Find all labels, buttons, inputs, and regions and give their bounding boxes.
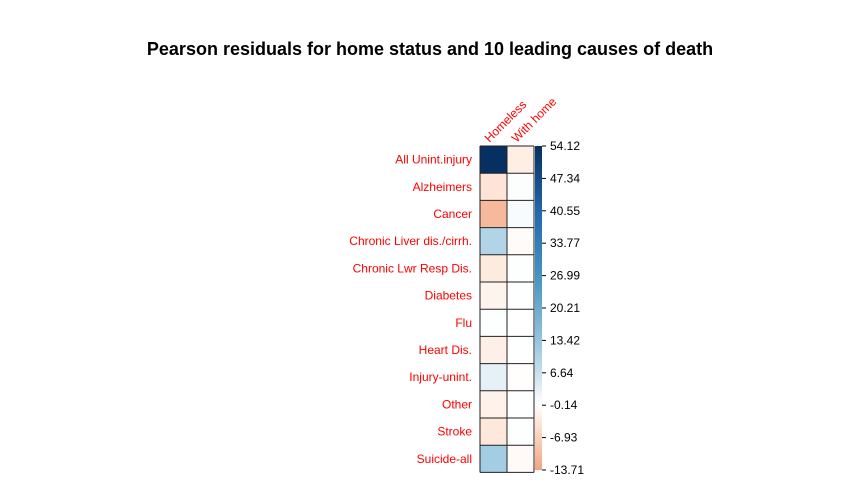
colorbar-tick-label: 47.34 [550,171,580,185]
heatmap-cell [507,227,534,255]
heatmap-cell [507,336,534,364]
colorbar-tick-label: 20.21 [550,301,580,315]
row-label: Chronic Lwr Resp Dis. [353,261,472,275]
heatmap-cell [480,363,507,391]
heatmap-cell [480,254,507,282]
heatmap-cell [507,418,534,446]
colorbar-tick-label: 54.12 [550,139,580,153]
row-label: Injury-unint. [409,370,472,384]
row-label: Flu [455,316,472,330]
heatmap-cell [480,146,507,174]
row-label: Suicide-all [417,452,472,466]
row-label: Heart Dis. [419,343,472,357]
heatmap-cell [507,363,534,391]
heatmap-cell [507,173,534,201]
colorbar-gradient [535,146,542,470]
chart-title: Pearson residuals for home status and 10… [147,39,713,59]
colorbar-ticks: 54.12 47.34 40.55 33.77 26.99 20.21 13.42 6.64 -… [542,139,584,477]
row-label: Diabetes [425,289,472,303]
heatmap-cell [480,418,507,446]
row-label: Chronic Liver dis./cirrh. [349,234,472,248]
heatmap-cell [480,173,507,201]
heatmap-cell [507,309,534,337]
heatmap-grid [479,145,535,473]
row-label: Alzheimers [413,180,472,194]
heatmap-cell [480,336,507,364]
heatmap-cell [507,390,534,418]
row-labels: All Unint.injury Alzheimers Cancer Chronic … [349,153,472,466]
colorbar-tick-label: -0.14 [550,398,578,412]
colorbar-tick-label: 26.99 [550,269,580,283]
colorbar-tick-label: -6.93 [550,431,578,445]
colorbar-tick-label: 40.55 [550,204,580,218]
heatmap-cell [507,200,534,228]
heatmap-cell [480,227,507,255]
heatmap-cell [480,309,507,337]
row-label: Cancer [433,207,472,221]
colorbar-tick-label: 33.77 [550,236,580,250]
row-label: All Unint.injury [395,153,472,167]
colorbar-tick-label: 6.64 [550,366,574,380]
heatmap-cell [480,200,507,228]
colorbar-tick-label: 13.42 [550,333,580,347]
heatmap-cell [480,390,507,418]
heatmap-cell [507,282,534,310]
row-label: Other [442,397,472,411]
heatmap-cell [507,146,534,174]
heatmap-cell [507,445,534,473]
heatmap-cell [480,282,507,310]
heatmap-cell [507,254,534,282]
heatmap-cell [480,445,507,473]
colorbar [535,146,542,470]
colorbar-tick-label: -13.71 [550,463,584,477]
row-label: Stroke [437,425,472,439]
heatmap-cells [480,146,534,473]
